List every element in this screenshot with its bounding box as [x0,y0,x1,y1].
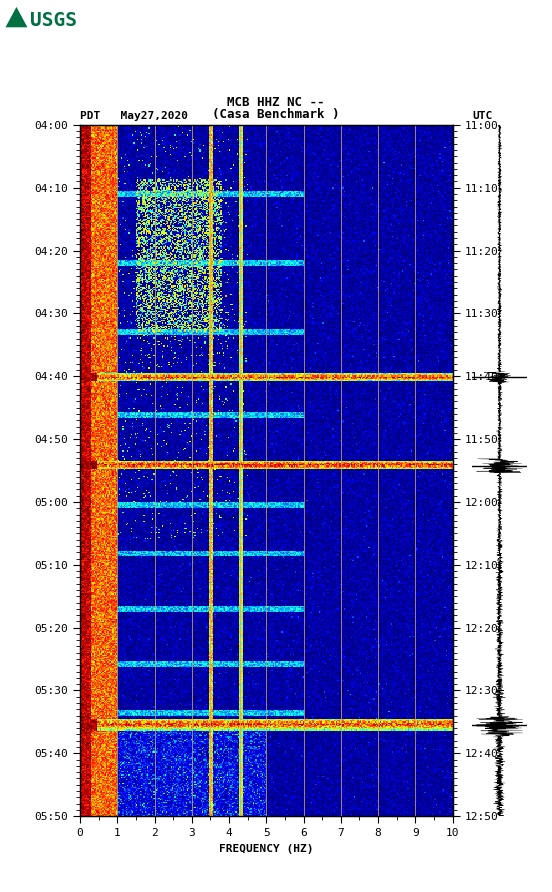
Text: USGS: USGS [30,11,77,30]
Text: PDT   May27,2020: PDT May27,2020 [80,112,188,121]
Text: MCB HHZ NC --: MCB HHZ NC -- [227,95,325,109]
Text: (Casa Benchmark ): (Casa Benchmark ) [213,108,339,121]
Text: UTC: UTC [472,112,492,121]
Polygon shape [6,7,28,28]
X-axis label: FREQUENCY (HZ): FREQUENCY (HZ) [219,844,314,854]
